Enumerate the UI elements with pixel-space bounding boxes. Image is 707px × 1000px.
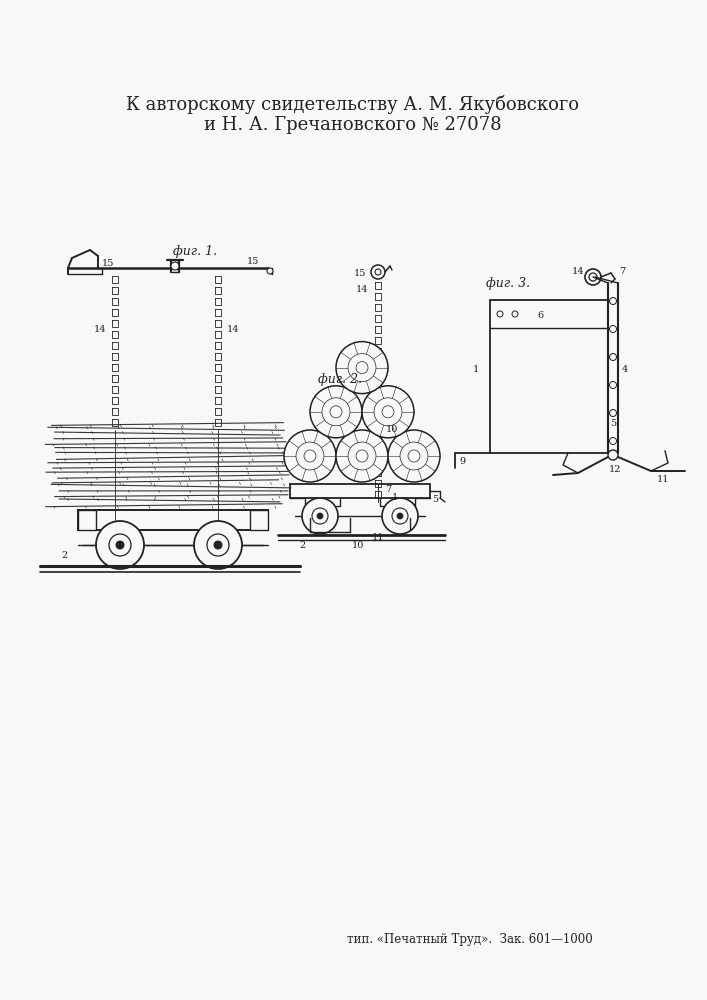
Text: 12: 12 [609,464,621,474]
Circle shape [284,430,336,482]
Circle shape [362,386,414,438]
Circle shape [336,430,388,482]
Circle shape [497,311,503,317]
Circle shape [371,265,385,279]
Circle shape [348,442,376,470]
Circle shape [392,508,408,524]
Circle shape [194,521,242,569]
Circle shape [609,381,617,388]
Text: 7: 7 [385,486,391,494]
Text: фиг. 2.: фиг. 2. [318,373,362,386]
Text: 2: 2 [300,540,306,550]
Bar [78,510,268,530]
Circle shape [312,508,328,524]
Circle shape [171,262,179,270]
Bar [250,510,268,530]
Text: 6: 6 [537,310,543,320]
Text: 11: 11 [372,532,384,542]
Circle shape [609,410,617,416]
Text: 7: 7 [619,266,625,275]
Text: К авторскому свидетельству А. М. Якубовского: К авторскому свидетельству А. М. Якубовс… [127,96,580,114]
Text: 2: 2 [62,552,68,560]
Text: и Н. А. Гречановского № 27078: и Н. А. Гречановского № 27078 [204,116,502,134]
Circle shape [330,406,342,418]
Circle shape [267,268,273,274]
Circle shape [207,534,229,556]
Circle shape [609,326,617,332]
Circle shape [382,498,418,534]
Text: 10: 10 [352,540,364,550]
Circle shape [302,498,338,534]
Text: 10: 10 [386,426,398,434]
Text: 15: 15 [102,258,115,267]
Text: 11: 11 [657,475,670,484]
Circle shape [214,541,222,549]
Text: 1: 1 [473,365,479,374]
Circle shape [96,521,144,569]
Circle shape [609,354,617,360]
Circle shape [512,311,518,317]
Circle shape [356,362,368,374]
Circle shape [310,386,362,438]
Circle shape [116,541,124,549]
Circle shape [109,534,131,556]
Text: 14: 14 [572,266,584,275]
Circle shape [408,450,420,462]
Circle shape [348,354,376,382]
Circle shape [609,298,617,304]
Circle shape [322,398,350,426]
Circle shape [589,273,597,281]
Text: 15: 15 [354,269,366,278]
Circle shape [336,342,388,394]
Text: фиг. 1.: фиг. 1. [173,245,217,258]
Bar [490,300,608,453]
Text: 5: 5 [610,418,616,428]
Circle shape [356,450,368,462]
Circle shape [608,450,618,460]
Circle shape [397,513,403,519]
Circle shape [388,430,440,482]
Bar [290,484,430,498]
Text: 9: 9 [459,456,465,466]
Circle shape [296,442,324,470]
Text: 14: 14 [94,326,106,334]
Circle shape [304,450,316,462]
Circle shape [585,269,601,285]
Circle shape [382,406,394,418]
Text: тип. «Печатный Труд».  Зак. 601—1000: тип. «Печатный Труд». Зак. 601—1000 [347,934,593,946]
Circle shape [400,442,428,470]
Text: 14: 14 [227,326,239,334]
Text: 15: 15 [247,256,259,265]
Text: фиг. 3.: фиг. 3. [486,276,530,290]
Text: 1: 1 [392,493,398,502]
Bar [78,510,96,530]
Text: 4: 4 [622,365,628,374]
Circle shape [609,438,617,444]
Circle shape [375,269,381,275]
Text: 5: 5 [432,495,438,504]
Text: 14: 14 [356,286,368,294]
Circle shape [317,513,323,519]
Circle shape [374,398,402,426]
